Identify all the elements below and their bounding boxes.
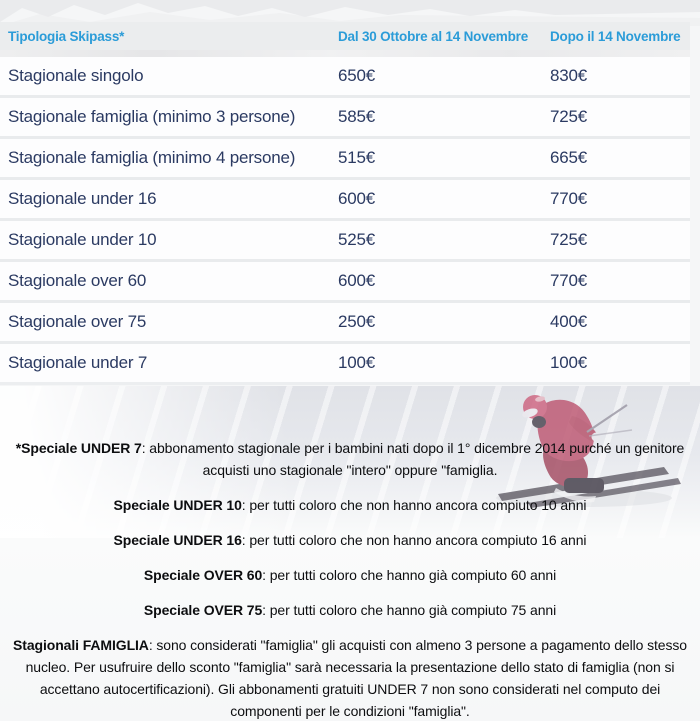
note-speciale-over-75: Speciale OVER 75: per tutti coloro che h… — [0, 599, 700, 621]
note-text: : per tutti coloro che non hanno ancora … — [241, 497, 587, 513]
price-early: 100€ — [338, 353, 376, 372]
price-late: 725€ — [550, 107, 588, 126]
row-label: Stagionale under 16 — [8, 189, 157, 208]
price-late: 725€ — [550, 230, 588, 249]
note-text: : per tutti coloro che hanno già compiut… — [262, 602, 557, 618]
price-late: 400€ — [550, 312, 588, 331]
table-row-over-60: Stagionale over 60 600€ 770€ — [0, 262, 690, 303]
skier-background-image — [496, 395, 681, 508]
table-header-row: Tipologia Skipass* Dal 30 Ottobre al 14 … — [0, 22, 690, 50]
note-bold-label: *Speciale UNDER 7 — [15, 440, 142, 456]
table-row-famiglia-4-persone: Stagionale famiglia (minimo 4 persone) 5… — [0, 139, 690, 180]
table-row-stagionale-singolo: Stagionale singolo 650€ 830€ — [0, 57, 690, 98]
price-early: 650€ — [338, 66, 376, 85]
snow-bottom-background — [0, 538, 700, 721]
note-speciale-under-10: Speciale UNDER 10: per tutti coloro che … — [0, 494, 700, 516]
row-label: Stagionale under 7 — [8, 353, 148, 372]
note-text: : abbonamento stagionale per i bambini n… — [141, 440, 685, 478]
note-bold-label: Speciale OVER 75 — [143, 602, 263, 618]
table-row-over-75: Stagionale over 75 250€ 400€ — [0, 303, 690, 344]
column-header-dal-30-ottobre: Dal 30 Ottobre al 14 Novembre — [338, 28, 529, 44]
price-late: 100€ — [550, 353, 588, 372]
price-early: 600€ — [338, 189, 376, 208]
price-late: 770€ — [550, 189, 588, 208]
row-label: Stagionale over 75 — [8, 312, 147, 331]
note-text: : sono considerati "famiglia" gli acquis… — [25, 637, 687, 719]
table-row-under-7: Stagionale under 7 100€ 100€ — [0, 344, 690, 385]
note-bold-label: Speciale OVER 60 — [143, 567, 263, 583]
price-early: 525€ — [338, 230, 376, 249]
note-bold-label: Stagionali FAMIGLIA — [13, 637, 149, 653]
note-text: : per tutti coloro che non hanno ancora … — [241, 532, 587, 548]
table-body: Stagionale singolo 650€ 830€ Stagionale … — [0, 57, 690, 385]
note-speciale-under-16: Speciale UNDER 16: per tutti coloro che … — [0, 529, 700, 551]
table-row-under-16: Stagionale under 16 600€ 770€ — [0, 180, 690, 221]
table-row-famiglia-3-persone: Stagionale famiglia (minimo 3 persone) 5… — [0, 98, 690, 139]
price-early: 600€ — [338, 271, 376, 290]
row-label: Stagionale famiglia (minimo 3 persone) — [8, 107, 296, 126]
notes-section: *Speciale UNDER 7: abbonamento stagional… — [0, 437, 700, 721]
price-early: 515€ — [338, 148, 376, 167]
note-bold-label: Speciale UNDER 10 — [113, 497, 242, 513]
note-speciale-over-60: Speciale OVER 60: per tutti coloro che h… — [0, 564, 700, 586]
column-header-dopo-14-novembre: Dopo il 14 Novembre — [550, 28, 681, 44]
note-text: : per tutti coloro che hanno già compiut… — [262, 567, 557, 583]
skipass-price-table: Tipologia Skipass* Dal 30 Ottobre al 14 … — [0, 22, 690, 385]
row-label: Stagionale famiglia (minimo 4 persone) — [8, 148, 296, 167]
row-label: Stagionale under 10 — [8, 230, 157, 249]
price-late: 830€ — [550, 66, 588, 85]
price-late: 665€ — [550, 148, 588, 167]
price-late: 770€ — [550, 271, 588, 290]
column-header-tipologia-skipass: Tipologia Skipass* — [8, 28, 125, 44]
note-stagionali-famiglia: Stagionali FAMIGLIA: sono considerati "f… — [0, 634, 700, 721]
price-early: 250€ — [338, 312, 376, 331]
price-early: 585€ — [338, 107, 376, 126]
table-row-under-10: Stagionale under 10 525€ 725€ — [0, 221, 690, 262]
row-label: Stagionale singolo — [8, 66, 144, 85]
row-label: Stagionale over 60 — [8, 271, 147, 290]
table-header-divider — [0, 50, 690, 57]
note-bold-label: Speciale UNDER 16 — [113, 532, 242, 548]
note-speciale-under-7: *Speciale UNDER 7: abbonamento stagional… — [0, 437, 700, 481]
